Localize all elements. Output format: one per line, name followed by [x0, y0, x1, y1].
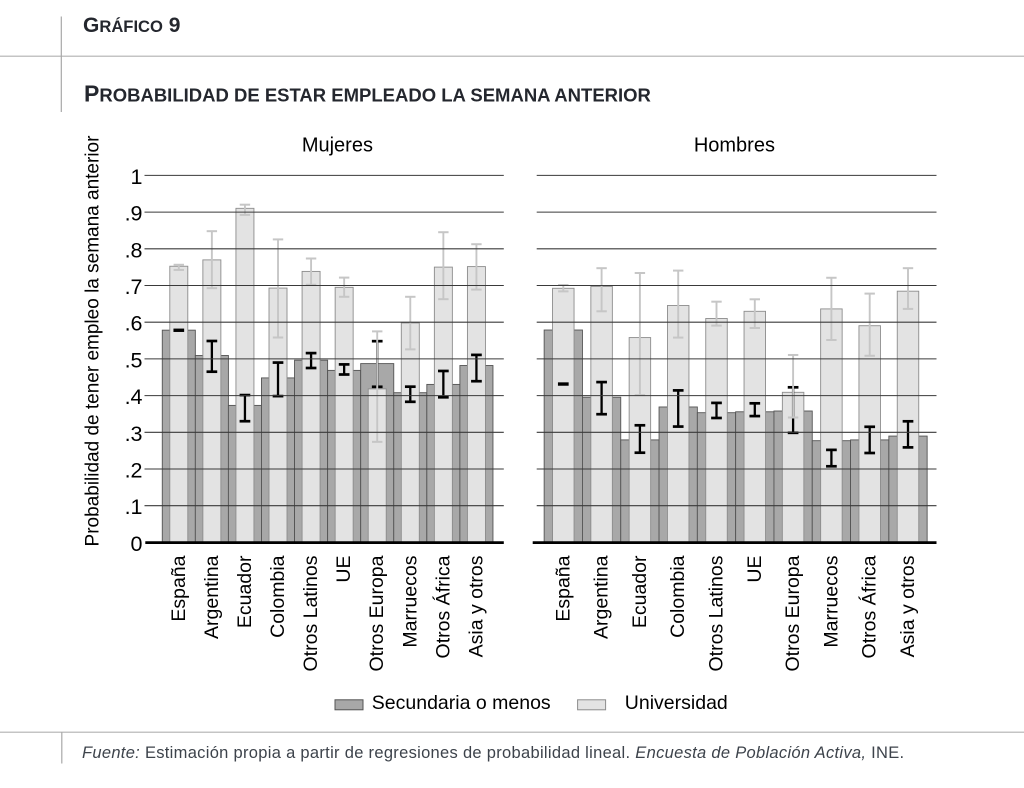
svg-text:Otros África: Otros África [431, 555, 454, 658]
svg-text:Marruecos: Marruecos [820, 555, 842, 647]
svg-text:Mujeres: Mujeres [302, 135, 373, 157]
svg-text:UE: UE [333, 556, 355, 583]
svg-text:Colombia: Colombia [267, 555, 289, 638]
svg-text:Marruecos: Marruecos [399, 555, 421, 647]
svg-text:Hombres: Hombres [694, 135, 775, 157]
svg-text:.2: .2 [125, 459, 143, 483]
svg-text:Universidad: Universidad [625, 692, 728, 714]
svg-text:Asia y otros: Asia y otros [465, 555, 487, 657]
svg-text:.3: .3 [125, 422, 143, 446]
svg-text:Probabilidad de tener empleo l: Probabilidad de tener empleo la semana a… [83, 135, 104, 547]
svg-text:PROBABILIDAD DE ESTAR EMPLEADO: PROBABILIDAD DE ESTAR EMPLEADO LA SEMANA… [84, 81, 651, 107]
svg-text:Asia y otros: Asia y otros [897, 555, 919, 657]
svg-text:Ecuador: Ecuador [629, 555, 651, 628]
svg-text:0: 0 [131, 532, 143, 556]
svg-text:España: España [552, 555, 574, 621]
svg-text:1: 1 [131, 165, 143, 189]
svg-text:Otros Europa: Otros Europa [782, 555, 804, 671]
svg-text:Otros Latinos: Otros Latinos [300, 555, 322, 671]
svg-text:.5: .5 [125, 348, 143, 372]
svg-text:Otros Latinos: Otros Latinos [706, 555, 728, 671]
svg-text:Fuente: Estimación propia a pa: Fuente: Estimación propia a partir de re… [82, 744, 904, 762]
svg-text:España: España [168, 555, 190, 621]
svg-text:Otros Europa: Otros Europa [366, 555, 388, 671]
svg-text:Argentina: Argentina [591, 555, 613, 639]
svg-text:Otros África: Otros África [858, 555, 881, 658]
svg-text:.9: .9 [125, 202, 143, 226]
svg-text:.8: .8 [125, 238, 143, 262]
svg-text:.6: .6 [125, 312, 143, 336]
svg-text:GRÁFICO 9: GRÁFICO 9 [83, 14, 180, 37]
svg-text:UE: UE [744, 556, 766, 583]
svg-text:Argentina: Argentina [201, 555, 223, 639]
svg-text:Ecuador: Ecuador [234, 555, 256, 628]
svg-text:.4: .4 [125, 385, 143, 409]
svg-text:Colombia: Colombia [667, 555, 689, 638]
svg-text:.7: .7 [125, 275, 143, 299]
svg-text:Secundaria o menos: Secundaria o menos [372, 692, 551, 714]
svg-text:.1: .1 [125, 495, 143, 519]
